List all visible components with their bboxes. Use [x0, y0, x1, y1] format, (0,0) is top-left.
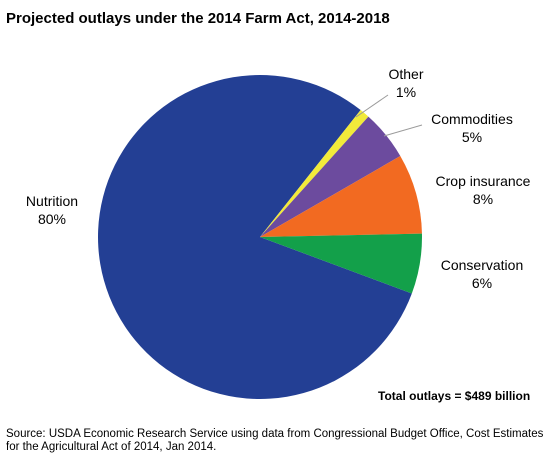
slice-conservation: [260, 233, 422, 294]
label-commodities: Commodities 5%: [422, 110, 522, 146]
label-nutrition-pct: 80%: [37, 211, 67, 227]
leader-line-commodities: [383, 124, 423, 137]
slice-nutrition: [98, 74, 412, 399]
label-conservation-name: Conservation: [440, 257, 524, 273]
leader-line-other: [355, 94, 389, 118]
chart-title: Projected outlays under the 2014 Farm Ac…: [6, 10, 390, 27]
slice-other: [260, 110, 369, 237]
label-nutrition-name: Nutrition: [25, 193, 79, 209]
source-note: Source: USDA Economic Research Service u…: [6, 428, 544, 453]
slice-crop-insurance: [260, 156, 422, 237]
label-crop-insurance: Crop insurance 8%: [428, 172, 538, 208]
label-conservation-pct: 6%: [471, 275, 493, 291]
label-commodities-name: Commodities: [431, 111, 513, 127]
total-outlays-annotation: Total outlays = $489 billion: [378, 389, 531, 403]
label-nutrition: Nutrition 80%: [20, 192, 84, 228]
label-other-name: Other: [388, 66, 424, 82]
label-crop-insurance-name: Crop insurance: [435, 173, 531, 189]
slice-commodities: [260, 116, 401, 237]
label-other: Other 1%: [378, 65, 434, 101]
label-commodities-pct: 5%: [461, 129, 483, 145]
label-other-pct: 1%: [395, 84, 417, 100]
label-conservation: Conservation 6%: [432, 256, 532, 292]
label-crop-insurance-pct: 8%: [472, 191, 494, 207]
